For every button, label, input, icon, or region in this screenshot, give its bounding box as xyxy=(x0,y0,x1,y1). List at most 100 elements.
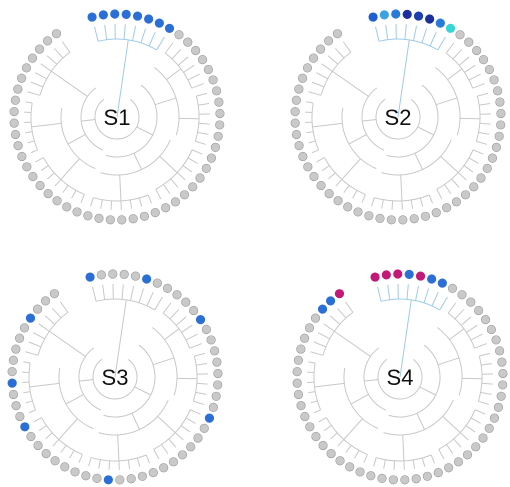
panel-label: S4 xyxy=(387,365,414,390)
leaf-node xyxy=(92,473,102,484)
highlighted-leaf-node xyxy=(98,10,108,20)
terminal-branch xyxy=(154,296,163,311)
terminal-branch xyxy=(447,302,457,314)
leaf-node xyxy=(22,162,32,172)
terminal-branch xyxy=(318,332,330,340)
leaf-node xyxy=(494,131,504,141)
leaf-node xyxy=(400,475,410,485)
terminal-branch xyxy=(327,55,339,65)
terminal-branch xyxy=(430,454,436,464)
leaf-node xyxy=(9,107,19,117)
leaf-node xyxy=(296,401,306,411)
terminal-branch xyxy=(308,361,316,364)
leaf-node xyxy=(186,442,196,452)
leaf-node xyxy=(453,457,464,467)
leaf-node xyxy=(42,36,53,46)
leaf-node xyxy=(115,475,125,485)
highlighted-leaf-node xyxy=(317,304,328,314)
terminal-branch xyxy=(168,438,177,448)
highlighted-leaf-node xyxy=(85,272,95,282)
leaf-node xyxy=(206,335,216,345)
cluster-stem xyxy=(437,357,460,366)
leaf-node xyxy=(491,335,501,345)
terminal-branch xyxy=(478,400,490,405)
leaf-node xyxy=(35,180,45,191)
terminal-branch xyxy=(28,409,36,414)
cluster-stem xyxy=(417,126,434,136)
cluster-stem xyxy=(343,418,363,440)
terminal-branch xyxy=(412,459,416,469)
leaf-node xyxy=(213,368,223,379)
leaf-node xyxy=(215,108,225,119)
leaf-node xyxy=(139,211,150,221)
leaf-node xyxy=(13,141,23,151)
terminal-branch xyxy=(40,165,49,172)
panel-s3: S3 xyxy=(7,269,223,485)
leaf-node xyxy=(290,118,300,128)
panel-s4: S4 xyxy=(292,269,508,485)
leaf-node xyxy=(345,462,355,472)
highlighted-leaf-node xyxy=(425,14,435,24)
terminal-branch xyxy=(481,363,493,366)
terminal-branch xyxy=(361,194,366,203)
terminal-branch xyxy=(410,199,414,209)
highlighted-leaf-node xyxy=(142,274,152,284)
leaf-node xyxy=(62,202,72,212)
leaf-node xyxy=(469,182,479,192)
leaf-node xyxy=(179,190,190,200)
cluster-stem xyxy=(399,299,412,378)
leaf-node xyxy=(14,333,25,343)
cluster-arc xyxy=(383,399,454,436)
cluster-stem xyxy=(341,158,361,180)
terminal-branch xyxy=(375,26,380,42)
highlighted-leaf-node xyxy=(415,271,426,281)
terminal-branch xyxy=(391,200,394,210)
terminal-branch xyxy=(44,315,56,325)
leaf-node xyxy=(305,422,315,432)
terminal-branch xyxy=(466,324,478,333)
leaf-node xyxy=(484,423,494,433)
terminal-branch xyxy=(185,333,198,341)
leaf-node xyxy=(119,269,129,280)
terminal-branch xyxy=(182,165,193,173)
terminal-branch xyxy=(30,149,38,154)
terminal-branch xyxy=(463,165,474,173)
terminal-branch xyxy=(33,332,45,340)
leaf-node xyxy=(297,73,308,83)
cluster-arc xyxy=(375,98,421,140)
terminal-branch xyxy=(321,165,330,172)
leaf-node xyxy=(299,333,310,343)
leaf-node xyxy=(215,120,225,130)
cluster-stem xyxy=(31,122,62,128)
cluster-stem xyxy=(435,97,458,106)
terminal-branch xyxy=(45,432,53,440)
radial-tree xyxy=(22,284,208,470)
leaf-node xyxy=(474,305,484,316)
terminal-branch xyxy=(330,432,338,440)
terminal-branch xyxy=(155,189,162,200)
highlighted-leaf-node xyxy=(393,269,403,279)
terminal-branch xyxy=(470,417,481,424)
terminal-branch xyxy=(191,149,203,155)
highlighted-leaf-node xyxy=(7,378,17,388)
cluster-arc xyxy=(80,87,104,151)
leaf-node xyxy=(489,413,500,423)
terminal-branch xyxy=(413,25,418,41)
cluster-stem xyxy=(442,415,461,433)
cluster-arc xyxy=(377,358,423,400)
terminal-branch xyxy=(146,292,154,307)
terminal-branch xyxy=(27,91,41,96)
terminal-branch xyxy=(51,307,62,319)
terminal-branch xyxy=(415,285,420,301)
leaf-node xyxy=(310,313,321,323)
cluster-stem xyxy=(159,155,178,173)
terminal-branch xyxy=(195,140,207,145)
leaf-node xyxy=(17,151,27,162)
leaf-node xyxy=(208,75,218,85)
cluster-stem xyxy=(164,328,180,341)
leaf-node xyxy=(353,207,363,217)
leaf-node xyxy=(486,324,496,335)
leaf-node xyxy=(478,433,488,443)
terminal-branch xyxy=(71,190,77,199)
leaf-node xyxy=(11,344,21,354)
